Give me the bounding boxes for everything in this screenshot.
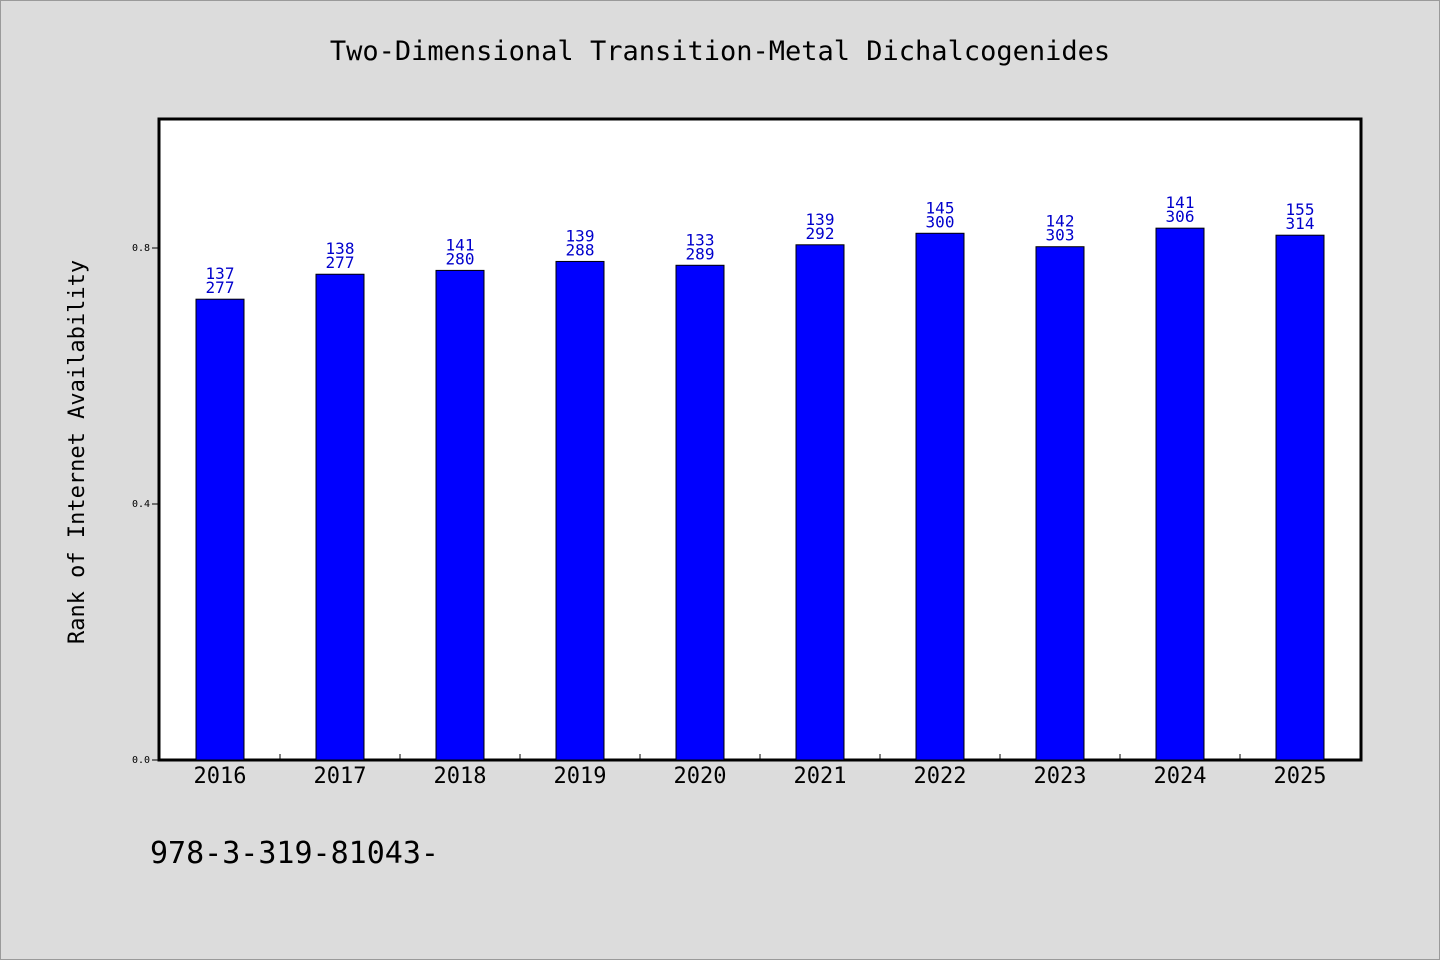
data-label-top-2022: 145 bbox=[926, 198, 955, 217]
data-label-top-2024: 141 bbox=[1166, 193, 1195, 212]
data-label-bottom-2025: 314 bbox=[1286, 214, 1315, 233]
data-label-bottom-2021: 292 bbox=[806, 224, 835, 243]
bar-2021 bbox=[795, 244, 845, 761]
data-label-bottom-2018: 280 bbox=[446, 249, 475, 268]
bar-2022 bbox=[915, 232, 965, 761]
x-tick-label-2022: 2022 bbox=[914, 764, 967, 789]
x-tick-label-2024: 2024 bbox=[1154, 764, 1207, 789]
data-label-top-2021: 139 bbox=[806, 210, 835, 229]
data-label-bottom-2023: 303 bbox=[1046, 226, 1075, 245]
bar-2019 bbox=[555, 260, 605, 761]
x-tick-label-2018: 2018 bbox=[434, 764, 487, 789]
data-label-top-2018: 141 bbox=[446, 235, 475, 254]
data-label-top-2020: 133 bbox=[686, 230, 715, 249]
footer-isbn: 978-3-319-81043- bbox=[150, 836, 439, 871]
chart-title: Two-Dimensional Transition-Metal Dichalc… bbox=[330, 36, 1110, 67]
data-label-bottom-2022: 300 bbox=[926, 212, 955, 231]
x-tick-label-2017: 2017 bbox=[314, 764, 367, 789]
bar-2024 bbox=[1155, 227, 1205, 761]
data-label-bottom-2017: 277 bbox=[326, 253, 355, 272]
bar-2016 bbox=[195, 298, 245, 761]
data-label-top-2023: 142 bbox=[1046, 212, 1075, 231]
x-tick-label-2025: 2025 bbox=[1274, 764, 1327, 789]
data-label-bottom-2020: 289 bbox=[686, 244, 715, 263]
bar-2023 bbox=[1035, 246, 1085, 761]
y-axis-label: Rank of Internet Availability bbox=[65, 260, 90, 644]
data-label-bottom-2019: 288 bbox=[566, 240, 595, 259]
data-label-top-2019: 139 bbox=[566, 226, 595, 245]
bar-2017 bbox=[315, 273, 365, 761]
data-label-top-2017: 138 bbox=[326, 239, 355, 258]
data-label-bottom-2016: 277 bbox=[206, 278, 235, 297]
y-tick-label-0.4: 0.4 bbox=[132, 499, 150, 510]
bar-2018 bbox=[435, 269, 485, 761]
x-ticks-group: 2016 2017 2018 2019 2020 2021 2022 2023 2024 2025 bbox=[194, 754, 1327, 789]
bars-group: 1372771382771412801392881332891392921453… bbox=[195, 193, 1325, 761]
bar-2020 bbox=[675, 264, 725, 761]
y-tick-label-0.8: 0.8 bbox=[132, 243, 150, 254]
y-tick-label-0.0: 0.0 bbox=[132, 755, 150, 766]
x-tick-label-2016: 2016 bbox=[194, 764, 247, 789]
x-tick-label-2020: 2020 bbox=[674, 764, 727, 789]
data-label-top-2025: 155 bbox=[1286, 200, 1315, 219]
data-label-top-2016: 137 bbox=[206, 264, 235, 283]
y-ticks-group: 0.0 0.4 0.8 bbox=[132, 243, 160, 766]
data-label-bottom-2024: 306 bbox=[1166, 207, 1195, 226]
x-tick-label-2023: 2023 bbox=[1034, 764, 1087, 789]
bar-2025 bbox=[1275, 234, 1325, 761]
x-tick-label-2019: 2019 bbox=[554, 764, 607, 789]
x-tick-label-2021: 2021 bbox=[794, 764, 847, 789]
